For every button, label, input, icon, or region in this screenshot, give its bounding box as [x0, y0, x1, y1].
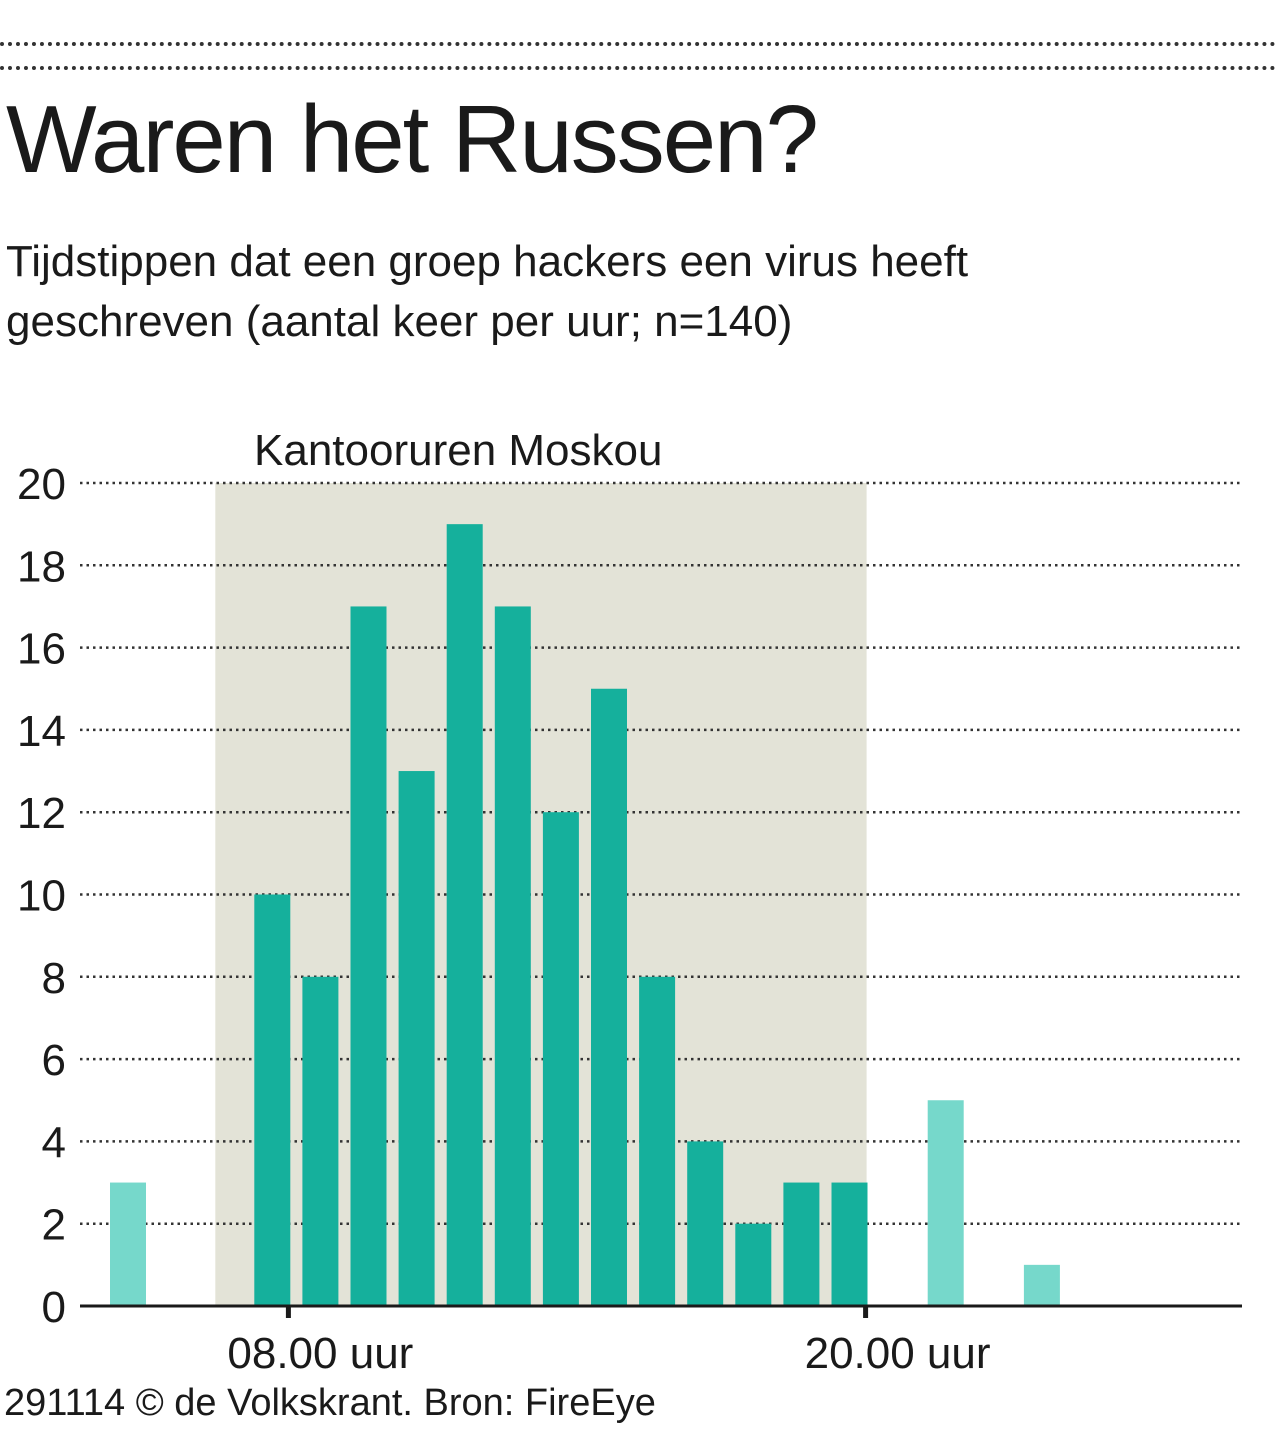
top-dotted-rule-2 [0, 66, 1276, 70]
x-tick-label: 20.00 uur [805, 1329, 991, 1378]
y-tick-label: 0 [42, 1283, 66, 1332]
bar-hour-09 [350, 606, 387, 1306]
bar-hour-17 [735, 1223, 772, 1306]
bar-hour-15 [639, 976, 676, 1306]
top-dotted-rule [0, 42, 1276, 46]
bar-hour-18 [783, 1182, 820, 1306]
bar-hour-13 [542, 812, 579, 1306]
bar-hour-04 [110, 1182, 146, 1306]
bar-hour-16 [687, 1141, 724, 1306]
y-tick-label: 12 [17, 789, 66, 838]
bar-hour-23 [1023, 1264, 1060, 1306]
y-tick-label: 18 [17, 542, 66, 591]
y-tick-label: 14 [17, 707, 66, 756]
x-tick-label: 08.00 uur [227, 1329, 413, 1378]
chart-subtitle: Tijdstippen dat een groep hackers een vi… [6, 237, 969, 346]
bar-hour-14 [591, 688, 627, 1306]
bar-hour-08 [302, 976, 339, 1306]
y-tick-label: 6 [42, 1036, 66, 1085]
y-tick-label: 10 [17, 872, 66, 921]
source-credit: 291114 © de Volkskrant. Bron: FireEye [4, 1382, 656, 1424]
y-tick-label: 2 [42, 1201, 66, 1250]
bar-hour-19 [831, 1182, 868, 1306]
y-tick-label: 16 [17, 625, 66, 674]
office-hours-label: Kantooruren Moskou [254, 426, 662, 475]
bar-hour-11 [446, 524, 483, 1306]
bar-hour-10 [398, 771, 435, 1306]
bar-hour-07 [254, 894, 291, 1306]
bar-hour-21 [927, 1100, 964, 1306]
y-tick-label: 4 [42, 1118, 66, 1167]
y-tick-label: 20 [17, 460, 66, 509]
chart-title: Waren het Russen? [6, 86, 819, 193]
y-tick-label: 8 [42, 954, 66, 1003]
bar-hour-12 [494, 606, 531, 1306]
